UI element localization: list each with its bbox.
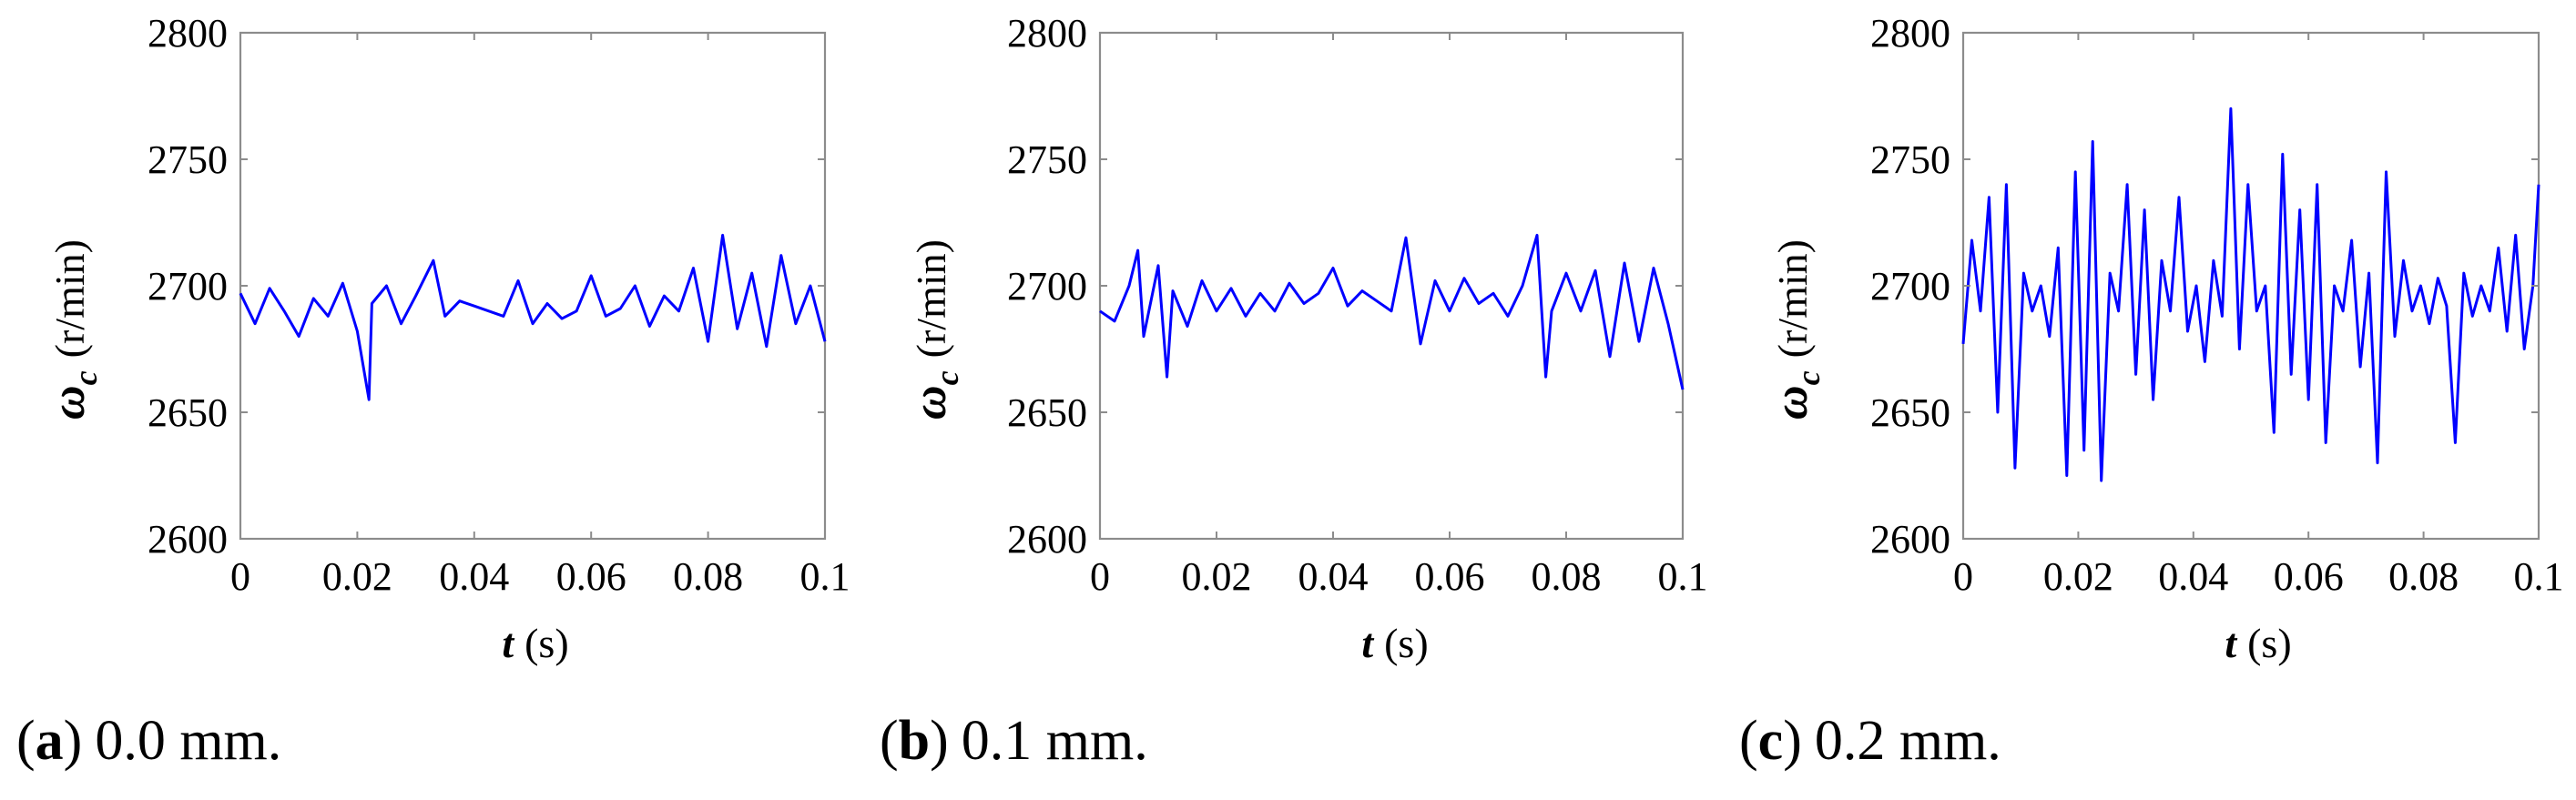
y-tick-label: 2600	[1007, 517, 1087, 562]
series-line-c	[1961, 106, 2540, 482]
y-tick-label: 2600	[148, 517, 228, 562]
x-axis-title-c: t (s)	[2225, 620, 2291, 666]
x-tick-label: 0.02	[322, 554, 392, 599]
panel-c: 2600 2650 2700 2750 2800 0 0.02 0.04 0.06 0.08 0.…	[1739, 11, 2564, 772]
y-tick-label: 2650	[148, 390, 228, 435]
plot-area-c	[1961, 31, 2540, 541]
y-tick-label: 2800	[1007, 11, 1087, 56]
x-tick-label: 0	[1953, 554, 1973, 599]
plot-frame-a	[239, 31, 827, 541]
plot-area-a	[239, 31, 827, 541]
y-tick-label: 2800	[1870, 11, 1950, 56]
x-tick-label: 0	[230, 554, 250, 599]
x-tick-label: 0	[1090, 554, 1110, 599]
x-tick-label: 0.02	[2043, 554, 2113, 599]
x-tick-label: 0.06	[2274, 554, 2344, 599]
x-tick-label: 0.08	[2388, 554, 2459, 599]
y-tick-label: 2750	[148, 137, 228, 182]
y-ticks-b: 2600 2650 2700 2750 2800	[1007, 11, 1683, 562]
x-tick-label: 0.1	[2514, 554, 2564, 599]
x-ticks-c: 0 0.02 0.04 0.06 0.08 0.1	[1953, 33, 2564, 599]
y-axis-title-c: ωc(r/min)	[1766, 239, 1827, 420]
y-ticks-a: 2600 2650 2700 2750 2800	[148, 11, 825, 562]
x-axis-title-a: t (s)	[502, 620, 568, 666]
x-tick-label: 0.06	[1415, 554, 1485, 599]
caption-a: (a) 0.0 mm.	[16, 710, 281, 772]
caption-b: (b) 0.1 mm.	[880, 710, 1148, 772]
y-tick-label: 2800	[148, 11, 228, 56]
y-tick-label: 2750	[1007, 137, 1087, 182]
panel-a: 2600 2650 2700 2750 2800 0 0.02 0.04 0.06 0.08 0.…	[16, 11, 850, 772]
x-tick-label: 0.06	[556, 554, 626, 599]
x-ticks-a: 0 0.02 0.04 0.06 0.08 0.1	[230, 33, 850, 599]
x-axis-title-b: t (s)	[1361, 620, 1428, 666]
panel-b: 2600 2650 2700 2750 2800 0 0.02 0.04 0.06 0.08 0.…	[880, 11, 1708, 772]
y-tick-label: 2700	[148, 264, 228, 309]
x-tick-label: 0.1	[800, 554, 850, 599]
y-axis-title-a: ωc(r/min)	[43, 239, 104, 420]
x-tick-label: 0.02	[1182, 554, 1252, 599]
plot-area-b	[1098, 31, 1685, 541]
y-ticks-c: 2600 2650 2700 2750 2800	[1870, 11, 2539, 562]
x-tick-label: 0.04	[439, 554, 509, 599]
x-tick-label: 0.04	[2158, 554, 2228, 599]
y-axis-title-b: ωc(r/min)	[904, 239, 965, 420]
y-tick-label: 2700	[1007, 264, 1087, 309]
x-tick-label: 0.08	[673, 554, 743, 599]
x-tick-label: 0.08	[1532, 554, 1602, 599]
y-tick-label: 2750	[1870, 137, 1950, 182]
x-tick-label: 0.04	[1298, 554, 1369, 599]
y-tick-label: 2650	[1870, 390, 1950, 435]
y-tick-label: 2700	[1870, 264, 1950, 309]
x-ticks-b: 0 0.02 0.04 0.06 0.08 0.1	[1090, 33, 1708, 599]
x-tick-label: 0.1	[1658, 554, 1708, 599]
caption-c: (c) 0.2 mm.	[1739, 710, 2001, 772]
plot-frame-c	[1961, 31, 2540, 541]
plot-frame-b	[1098, 31, 1685, 541]
series-line-b	[1099, 233, 1685, 390]
series-line-a	[239, 233, 827, 401]
y-tick-label: 2600	[1870, 517, 1950, 562]
y-tick-label: 2650	[1007, 390, 1087, 435]
